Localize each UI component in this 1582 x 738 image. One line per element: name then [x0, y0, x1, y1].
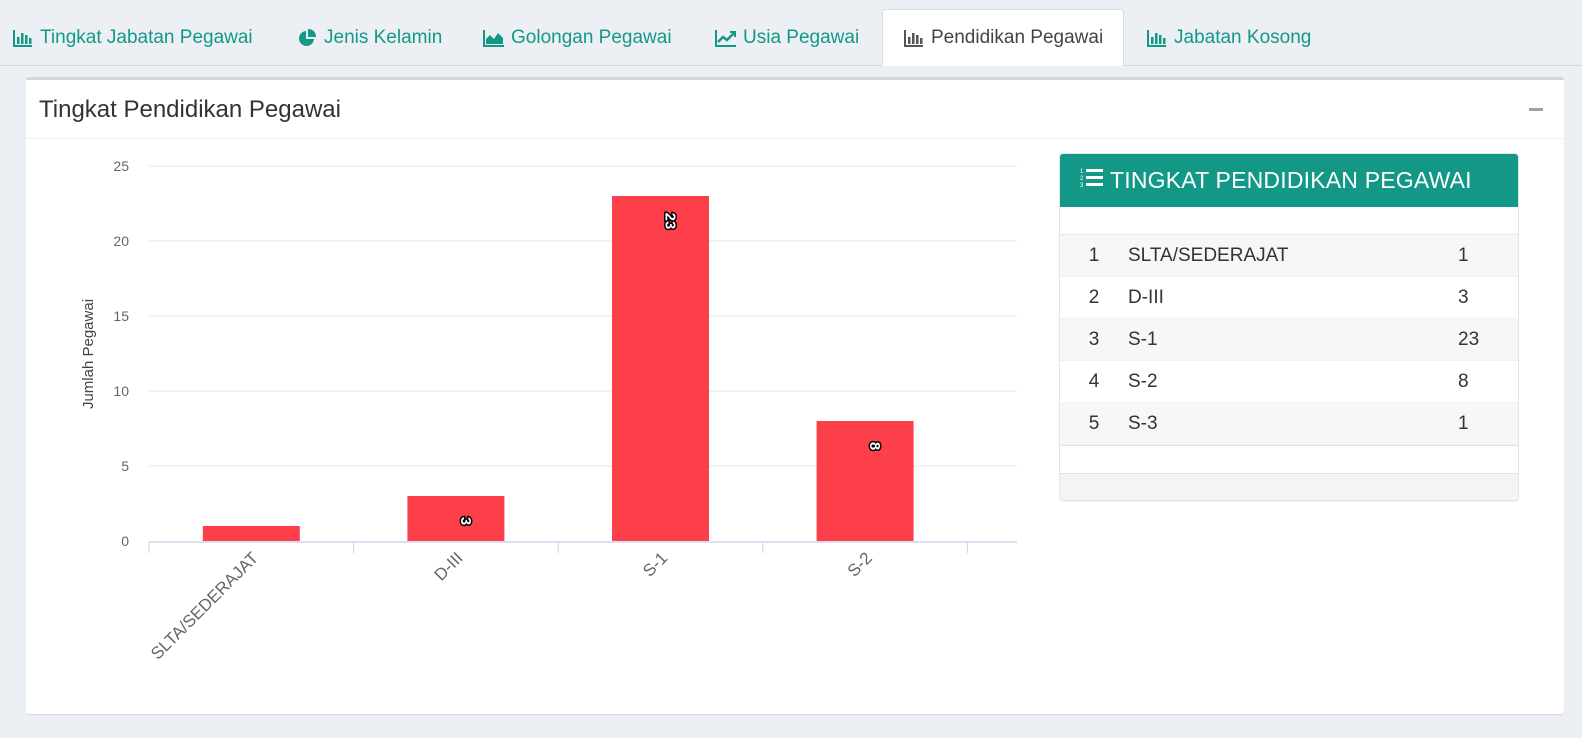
row-number: 1	[1088, 244, 1100, 266]
row-number: 2	[1088, 286, 1100, 308]
row-number: 5	[1088, 412, 1100, 434]
row-value: 8	[1458, 370, 1469, 392]
svg-text:2: 2	[1080, 176, 1084, 182]
table-row: 3 S-1 23	[1060, 319, 1518, 361]
row-value: 1	[1458, 244, 1469, 266]
row-value: 3	[1458, 286, 1469, 308]
tab-bar: Tingkat Jabatan Pegawai Jenis Kelamin Go…	[0, 0, 1582, 66]
table-row: 5 S-3 1	[1060, 403, 1518, 445]
bar-chart-icon	[903, 28, 925, 48]
x-tick-label: SLTA/SEDERAJAT	[147, 548, 262, 663]
row-number: 4	[1088, 370, 1100, 392]
box-title: Tingkat Pendidikan Pegawai	[39, 96, 341, 123]
row-number: 3	[1088, 328, 1100, 350]
data-label: 23	[662, 213, 679, 230]
tab-label: Usia Pegawai	[743, 26, 860, 48]
tab-jabatan-kosong[interactable]: Jabatan Kosong	[1146, 10, 1311, 65]
bar	[816, 421, 914, 541]
row-value: 23	[1458, 328, 1480, 350]
table-row: 2 D-III 3	[1060, 277, 1518, 319]
ordered-list-icon: 1 2 3	[1080, 167, 1104, 195]
education-table-panel: 1 2 3 TINGKAT PENDIDIKAN PEGAWAI 1 SLTA/S…	[1059, 153, 1519, 501]
area-chart-icon	[483, 28, 505, 48]
table-row: 1 SLTA/SEDERAJAT 1	[1060, 235, 1518, 277]
tab-jenis-kelamin[interactable]: Jenis Kelamin	[296, 10, 442, 65]
tab-usia-pegawai[interactable]: Usia Pegawai	[715, 10, 859, 65]
collapse-button[interactable]	[1528, 100, 1544, 116]
box-header: Tingkat Pendidikan Pegawai	[26, 80, 1564, 139]
row-name: D-III	[1128, 286, 1164, 308]
y-tick-label: 5	[121, 458, 129, 474]
y-tick-label: 20	[113, 233, 129, 249]
bar-chart-icon	[12, 28, 34, 48]
tab-tingkat-jabatan[interactable]: Tingkat Jabatan Pegawai	[12, 10, 253, 65]
row-name: S-2	[1128, 370, 1158, 392]
y-tick-label: 10	[113, 383, 129, 399]
tab-golongan-pegawai[interactable]: Golongan Pegawai	[483, 10, 672, 65]
panel-header: 1 2 3 TINGKAT PENDIDIKAN PEGAWAI	[1060, 154, 1518, 207]
chart-box: Tingkat Pendidikan Pegawai 0 5 10 15 20 25 Jum…	[26, 77, 1564, 714]
row-name: S-3	[1128, 412, 1158, 434]
bar	[612, 196, 709, 541]
education-table: 1 SLTA/SEDERAJAT 1 2 D-III 3 3 S-1 23 4 S-2 8 5 S-3 1	[1060, 235, 1518, 445]
data-label: 3	[457, 517, 474, 525]
bar-chart: 0 5 10 15 20 25 Jumlah Pegawai SLTA/SEDERAJAT 3 D…	[80, 158, 1017, 663]
y-tick-label: 0	[121, 533, 129, 549]
bar	[202, 526, 300, 541]
row-name: SLTA/SEDERAJAT	[1128, 244, 1289, 266]
table-row: 4 S-2 8	[1060, 361, 1518, 403]
data-label: 8	[866, 442, 883, 450]
bar	[407, 496, 505, 541]
row-name: S-1	[1128, 328, 1158, 350]
tab-label: Jenis Kelamin	[324, 26, 443, 48]
svg-text:3: 3	[1080, 183, 1084, 189]
x-tick-label: S-1	[639, 548, 671, 580]
svg-text:1: 1	[1080, 169, 1084, 175]
tab-label: Tingkat Jabatan Pegawai	[40, 26, 253, 48]
line-chart-icon	[715, 28, 737, 48]
panel-footer	[1060, 473, 1518, 500]
tab-pendidikan-pegawai[interactable]: Pendidikan Pegawai	[882, 9, 1125, 66]
tab-label: Golongan Pegawai	[511, 26, 672, 48]
x-tick-label: S-2	[844, 548, 876, 580]
bar-chart-icon	[1146, 28, 1168, 48]
tab-label: Jabatan Kosong	[1174, 26, 1312, 48]
y-axis-title: Jumlah Pegawai	[80, 299, 97, 409]
y-tick-label: 25	[113, 158, 129, 174]
row-value: 1	[1458, 412, 1469, 434]
y-tick-label: 15	[113, 308, 129, 324]
x-tick-label: D-III	[431, 548, 467, 584]
panel-title: TINGKAT PENDIDIKAN PEGAWAI	[1110, 167, 1472, 193]
pie-chart-icon	[296, 28, 318, 48]
tab-label: Pendidikan Pegawai	[931, 27, 1104, 48]
